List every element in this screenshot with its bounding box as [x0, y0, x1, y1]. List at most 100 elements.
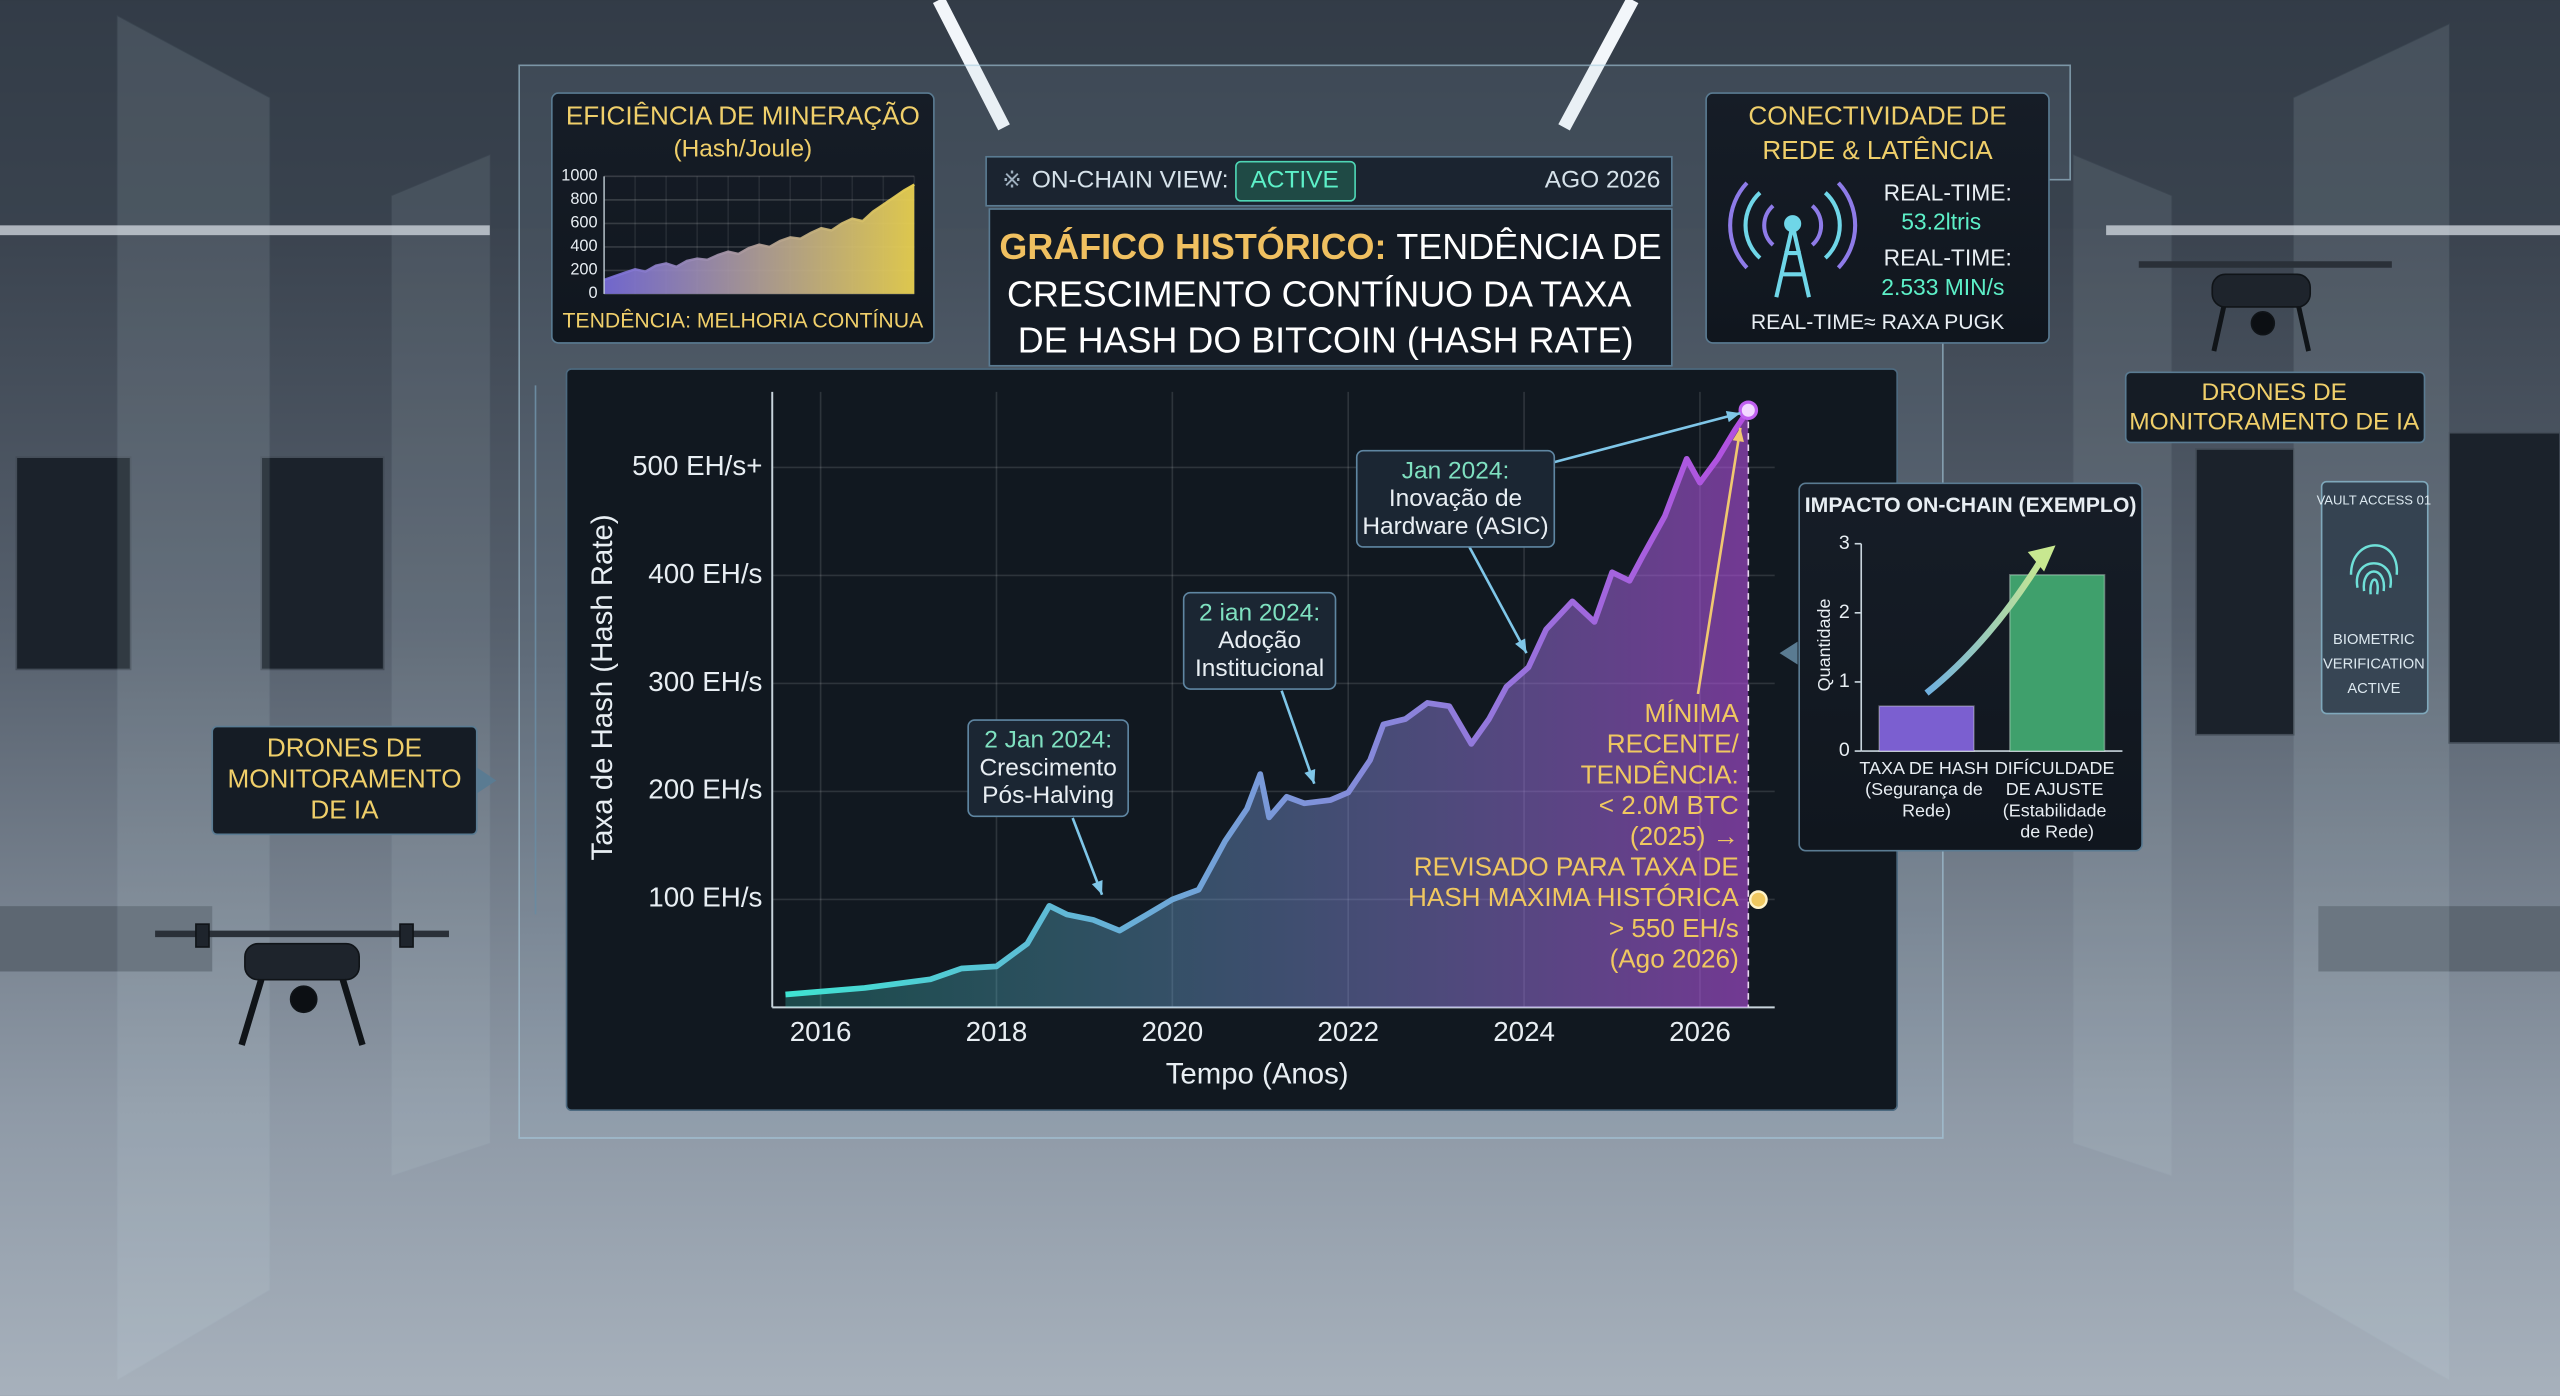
y-tick-label: 100 EH/s — [648, 882, 762, 913]
desk — [2318, 906, 2560, 972]
x-tick-label: 2018 — [966, 1016, 1028, 1047]
x-tick-label: DIFÍCULDADE DE AJUSTE (Estabilidade de R… — [1995, 758, 2120, 842]
metric-label: REAL-TIME: — [1884, 245, 2012, 271]
annotation-arrow — [1071, 817, 1104, 896]
annotation-text: Crescimento — [979, 754, 1116, 781]
annotation-box — [967, 719, 1129, 818]
y-tick-label: 1 — [1839, 670, 1850, 692]
label-line: Rede) — [1902, 800, 1951, 820]
label-line: TAXA DE HASH — [1859, 758, 1993, 778]
arrow-head — [1091, 880, 1103, 895]
area-fill — [604, 184, 915, 294]
annotation-arrow — [1468, 546, 1528, 654]
x-tick-label: 2026 — [1669, 1016, 1731, 1047]
annotation-text: Pós-Halving — [982, 782, 1114, 809]
status-icon: ※ — [1002, 166, 1021, 192]
y-tick-label: 400 — [570, 237, 597, 255]
arrow-head — [1304, 769, 1316, 784]
annotation-box — [1355, 449, 1556, 548]
panel-title: EFICIÊNCIA DE MINERAÇÃO — [566, 100, 920, 130]
metric-value: 53.2ltris — [1901, 209, 1981, 235]
title-lead: GRÁFICO HISTÓRICO: — [999, 226, 1386, 267]
annotation-text: Jan 2024: — [1402, 457, 1509, 484]
annotation-text: < 2.0M BTC — [1599, 790, 1739, 820]
title-line: CRESCIMENTO CONTÍNUO DA TAXA — [1007, 274, 1631, 315]
title-line: DE HASH DO BITCOIN (HASH RATE) — [1018, 319, 1634, 360]
y-tick-label: 200 — [570, 261, 597, 279]
panel-title: REDE & LATÊNCIA — [1762, 135, 1993, 165]
annotation-text: (Ago 2026) — [1610, 944, 1739, 974]
y-tick-label: 3 — [1839, 532, 1850, 554]
annotation-box — [1182, 591, 1337, 690]
drone-left — [155, 923, 449, 1046]
arrow-head — [1732, 427, 1744, 443]
ceiling-light — [2106, 225, 2560, 236]
y-tick-label: 200 EH/s — [648, 774, 762, 805]
x-tick-label: TAXA DE HASH (Segurança de Rede) — [1859, 758, 1993, 820]
wall-monitor — [2448, 431, 2560, 744]
biometric-header: VAULT ACCESS 01 — [2317, 493, 2432, 508]
y-axis-title: Taxa de Hash (Hash Rate) — [586, 514, 619, 860]
y-tick-label: 1000 — [561, 167, 597, 185]
title-panel — [988, 208, 1673, 367]
status-badge — [1235, 160, 1356, 202]
drone-label: MONITORAMENTO DE IA — [2129, 408, 2420, 435]
wall-monitor — [2195, 448, 2295, 736]
biometric-text: ACTIVE — [2347, 681, 2400, 697]
panel-pointer — [1779, 641, 1798, 665]
annotation-text: (2025) → — [1630, 821, 1739, 851]
status-date: AGO 2026 — [1545, 167, 1661, 194]
x-tick-label: 2016 — [790, 1016, 852, 1047]
annotation-text: 2 ian 2024: — [1199, 599, 1320, 626]
ceiling-light — [0, 225, 490, 236]
annotation-arrow — [1696, 427, 1742, 695]
x-axis-title: Tempo (Anos) — [1166, 1058, 1349, 1091]
annotation-text: > 550 EH/s — [1609, 913, 1739, 943]
annotation-dot — [1748, 890, 1768, 910]
panel-subtitle: (Hash/Joule) — [673, 136, 812, 163]
drone-label-box — [2124, 371, 2426, 444]
annotation-text: MÍNIMA — [1644, 698, 1739, 728]
drone-label: DRONES DE — [267, 732, 422, 762]
trend-arrow — [1924, 553, 2047, 696]
x-tick-label: 2020 — [1141, 1016, 1203, 1047]
y-tick-label: 0 — [588, 284, 597, 302]
data-line — [603, 183, 915, 282]
data-line — [785, 408, 1751, 998]
annotation-text: Institucional — [1195, 655, 1324, 682]
drone-label: MONITORAMENTO — [227, 763, 461, 793]
biometric-text: VERIFICATION — [2323, 656, 2425, 672]
metric-value: 2.533 MIN/s — [1881, 274, 2004, 300]
signal-tower-icon — [1728, 181, 1858, 298]
drone-label: DRONES DE — [2202, 379, 2347, 406]
end-point — [1738, 400, 1759, 421]
title-line: TENDÊNCIA DE — [1396, 226, 1661, 267]
status-label: ON-CHAIN VIEW: — [1032, 167, 1229, 194]
y-tick-label: 2 — [1839, 601, 1850, 623]
panel-title: CONECTIVIDADE DE — [1748, 100, 2006, 130]
x-tick-label: 2024 — [1493, 1016, 1555, 1047]
chart-title: GRÁFICO HISTÓRICO: TENDÊNCIA DE — [999, 226, 1661, 267]
annotation-text: HASH MAXIMA HISTÓRICA — [1408, 882, 1739, 912]
glass-pane — [391, 155, 490, 1176]
panel-title: IMPACTO ON-CHAIN (EXEMPLO) — [1805, 494, 2137, 517]
arrow-head — [1515, 638, 1527, 654]
annotation-arrow — [1280, 690, 1316, 785]
annotation-text: TENDÊNCIA: — [1581, 759, 1739, 789]
annotation-text: REVISADO PARA TAXA DE — [1414, 852, 1739, 882]
metric-label: REAL-TIME: — [1884, 179, 2012, 205]
biometric-panel — [2320, 480, 2429, 715]
bar — [2008, 573, 2106, 752]
panel-footer: REAL-TIME≈ RAXA PUGK — [1751, 311, 2004, 334]
area-fill — [785, 410, 1749, 1008]
biometric-text: BIOMETRIC — [2333, 632, 2415, 648]
desk — [0, 906, 213, 972]
arrow-head — [1725, 411, 1741, 423]
annotation-text: Adoção — [1218, 627, 1301, 654]
label-line: DIFÍCULDADE — [1995, 758, 2120, 778]
wall-monitor — [15, 456, 132, 671]
wall-monitor — [260, 456, 385, 671]
